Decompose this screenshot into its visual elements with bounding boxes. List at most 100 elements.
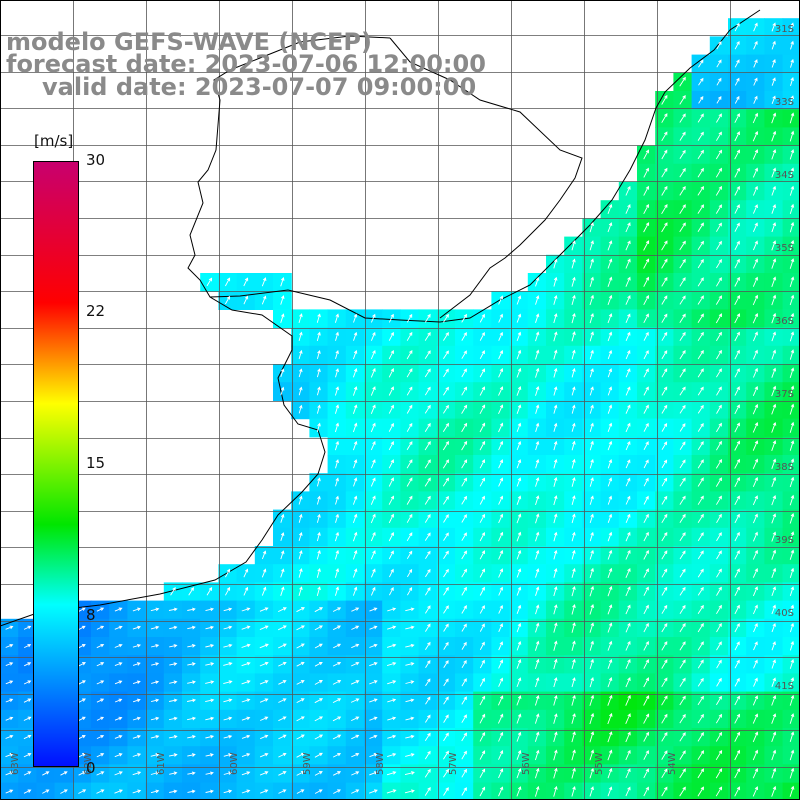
wind-arrow bbox=[405, 643, 415, 648]
wind-arrow bbox=[553, 694, 558, 706]
wind-arrow bbox=[516, 659, 522, 669]
wind-arrow bbox=[553, 731, 558, 743]
wind-arrow bbox=[114, 716, 123, 721]
wind-arrow bbox=[716, 422, 722, 433]
wind-arrow bbox=[697, 713, 704, 724]
wind-arrow bbox=[443, 350, 449, 359]
wind-arrow bbox=[752, 549, 758, 560]
wind-arrow bbox=[697, 186, 705, 196]
wind-arrow bbox=[280, 295, 285, 305]
wind-arrow bbox=[479, 550, 485, 560]
wind-arrow bbox=[132, 789, 142, 794]
wind-arrow bbox=[715, 477, 722, 487]
wind-arrow bbox=[386, 643, 397, 648]
wind-arrow bbox=[734, 222, 740, 232]
wind-arrow bbox=[424, 368, 431, 378]
wind-arrow bbox=[679, 695, 686, 706]
wind-arrow bbox=[553, 477, 558, 487]
wind-arrow bbox=[516, 549, 522, 560]
wind-arrow bbox=[150, 607, 160, 612]
wind-arrow bbox=[625, 677, 631, 688]
wind-arrow bbox=[387, 752, 397, 758]
wind-arrow bbox=[643, 368, 649, 378]
wind-arrow bbox=[571, 276, 576, 287]
wind-arrow bbox=[734, 22, 740, 32]
wind-arrow bbox=[205, 680, 215, 684]
wind-arrow bbox=[387, 607, 397, 612]
wind-arrow bbox=[332, 752, 342, 758]
wind-arrow bbox=[625, 404, 631, 414]
wind-arrow bbox=[150, 734, 160, 739]
wind-arrow bbox=[369, 643, 378, 648]
wind-arrow bbox=[679, 713, 686, 724]
wind-arrow bbox=[534, 695, 540, 706]
wind-arrow bbox=[369, 734, 378, 739]
wind-arrow bbox=[498, 641, 503, 651]
wind-arrow bbox=[443, 678, 449, 687]
wind-arrow bbox=[571, 458, 576, 469]
wind-arrow bbox=[734, 95, 740, 104]
wind-arrow bbox=[407, 568, 413, 578]
wind-arrow bbox=[314, 771, 323, 776]
wind-arrow bbox=[442, 477, 450, 487]
wind-arrow bbox=[715, 313, 722, 324]
wind-arrow bbox=[679, 441, 686, 450]
wind-arrow bbox=[734, 731, 741, 742]
wind-arrow bbox=[260, 789, 269, 794]
wind-arrow bbox=[425, 623, 431, 632]
wind-arrow bbox=[753, 22, 758, 32]
lon-label: 57W bbox=[448, 752, 459, 775]
wind-arrow bbox=[241, 753, 251, 758]
wind-arrow bbox=[223, 662, 233, 666]
wind-arrow bbox=[589, 767, 595, 779]
wind-arrow bbox=[697, 113, 704, 123]
wind-arrow bbox=[387, 625, 397, 630]
wind-arrow bbox=[498, 586, 504, 596]
wind-arrow bbox=[369, 716, 378, 721]
wind-arrow bbox=[607, 349, 613, 360]
wind-arrow bbox=[753, 622, 758, 633]
wind-arrow bbox=[443, 623, 449, 632]
wind-arrow bbox=[241, 789, 251, 794]
wind-arrow bbox=[405, 680, 415, 684]
wind-arrow bbox=[734, 404, 740, 415]
wind-arrow bbox=[5, 789, 14, 794]
wind-arrow bbox=[553, 749, 558, 761]
wind-arrow bbox=[589, 694, 595, 706]
wind-arrow bbox=[334, 440, 340, 451]
wind-arrow bbox=[679, 532, 686, 542]
wind-arrow bbox=[443, 787, 449, 796]
wind-arrow bbox=[351, 771, 360, 776]
wind-arrow bbox=[334, 549, 340, 560]
wind-arrow bbox=[625, 477, 631, 487]
wind-arrow bbox=[625, 331, 631, 341]
wind-arrow bbox=[571, 531, 576, 542]
wind-arrow bbox=[96, 607, 105, 612]
lon-label: 61W bbox=[156, 752, 167, 775]
wind-arrow bbox=[734, 149, 740, 160]
wind-arrow bbox=[5, 771, 14, 776]
wind-arrow bbox=[789, 640, 795, 651]
wind-arrow bbox=[479, 786, 486, 797]
wind-arrow bbox=[716, 513, 722, 524]
wind-arrow bbox=[789, 221, 795, 233]
wind-arrow bbox=[571, 640, 576, 651]
wind-arrow bbox=[24, 662, 32, 667]
wind-arrow bbox=[278, 789, 287, 794]
wind-arrow bbox=[259, 698, 269, 703]
wind-arrow bbox=[498, 513, 504, 524]
wind-arrow bbox=[553, 349, 558, 360]
wind-arrow bbox=[370, 550, 376, 560]
wind-arrow bbox=[150, 789, 160, 794]
wind-arrow bbox=[223, 771, 233, 775]
wind-arrow bbox=[535, 568, 540, 578]
wind-arrow bbox=[351, 643, 360, 649]
wind-arrow bbox=[771, 695, 777, 706]
wind-arrow bbox=[789, 531, 795, 542]
wind-arrow bbox=[424, 495, 431, 505]
wind-arrow bbox=[697, 659, 704, 669]
wind-arrow bbox=[734, 604, 740, 615]
wind-arrow bbox=[351, 734, 360, 740]
wind-arrow bbox=[114, 680, 123, 685]
wind-arrow bbox=[498, 677, 504, 687]
